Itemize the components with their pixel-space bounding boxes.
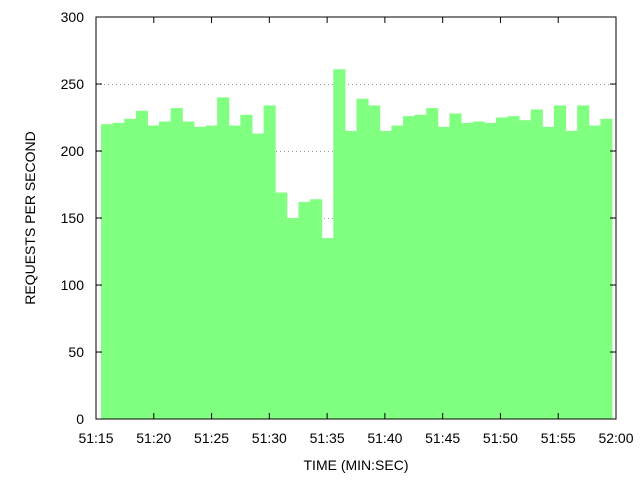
bar <box>553 105 567 419</box>
bar <box>205 125 218 419</box>
bar <box>344 130 357 419</box>
bar <box>182 121 195 420</box>
bar <box>530 109 543 420</box>
x-tick-label: 51:25 <box>194 430 229 446</box>
bar <box>484 122 497 420</box>
x-tick-label: 51:45 <box>425 430 460 446</box>
x-tick-label: 51:15 <box>78 430 113 446</box>
bar <box>286 218 299 419</box>
bar <box>379 130 392 419</box>
bar <box>588 125 601 419</box>
bar <box>356 98 369 420</box>
bar <box>391 125 404 419</box>
x-axis: 51:15 51:20 51:25 51:30 51:35 51:40 51:45 51:50… <box>78 17 634 446</box>
bar <box>124 118 137 419</box>
bar <box>321 238 334 419</box>
bar <box>101 124 114 419</box>
x-tick-label: 51:35 <box>310 430 345 446</box>
bar <box>472 121 485 420</box>
x-tick-label: 51:55 <box>541 430 576 446</box>
bar <box>600 118 613 419</box>
y-tick-label: 200 <box>61 143 85 159</box>
bar <box>449 113 462 419</box>
bar <box>275 192 288 419</box>
bars <box>101 69 613 420</box>
bar <box>112 122 125 420</box>
bar <box>159 121 172 420</box>
bar <box>542 126 555 419</box>
bar <box>437 126 450 419</box>
y-tick-label: 150 <box>61 210 85 226</box>
bar <box>217 97 230 420</box>
bar <box>310 199 323 419</box>
bar <box>368 105 381 419</box>
bar <box>507 116 520 419</box>
bar <box>519 120 532 420</box>
y-tick-label: 300 <box>61 9 85 25</box>
bar <box>135 110 148 420</box>
x-tick-label: 52:00 <box>598 430 633 446</box>
bar <box>263 105 276 419</box>
bar <box>426 108 439 420</box>
bar <box>461 122 474 420</box>
y-tick-label: 250 <box>61 76 85 92</box>
bar <box>402 116 416 419</box>
bar <box>251 133 265 419</box>
bar <box>577 105 590 419</box>
x-tick-label: 51:40 <box>367 430 402 446</box>
x-tick-label: 51:20 <box>136 430 171 446</box>
bar <box>193 126 207 419</box>
y-axis: 0 50 100 150 200 250 300 <box>61 9 616 427</box>
y-tick-label: 0 <box>76 411 84 427</box>
bar <box>565 130 578 419</box>
bar <box>495 117 508 419</box>
bar <box>333 69 346 419</box>
y-tick-label: 50 <box>68 344 84 360</box>
y-axis-label: REQUESTS PER SECOND <box>22 131 38 304</box>
bar <box>170 108 183 420</box>
bar <box>414 114 427 419</box>
bar <box>228 125 241 419</box>
bar <box>240 114 253 419</box>
x-axis-label: TIME (MIN:SEC) <box>304 457 409 473</box>
x-tick-label: 51:50 <box>483 430 518 446</box>
y-tick-label: 100 <box>61 277 85 293</box>
bar <box>147 125 160 419</box>
x-tick-label: 51:30 <box>252 430 287 446</box>
bar <box>298 201 311 419</box>
